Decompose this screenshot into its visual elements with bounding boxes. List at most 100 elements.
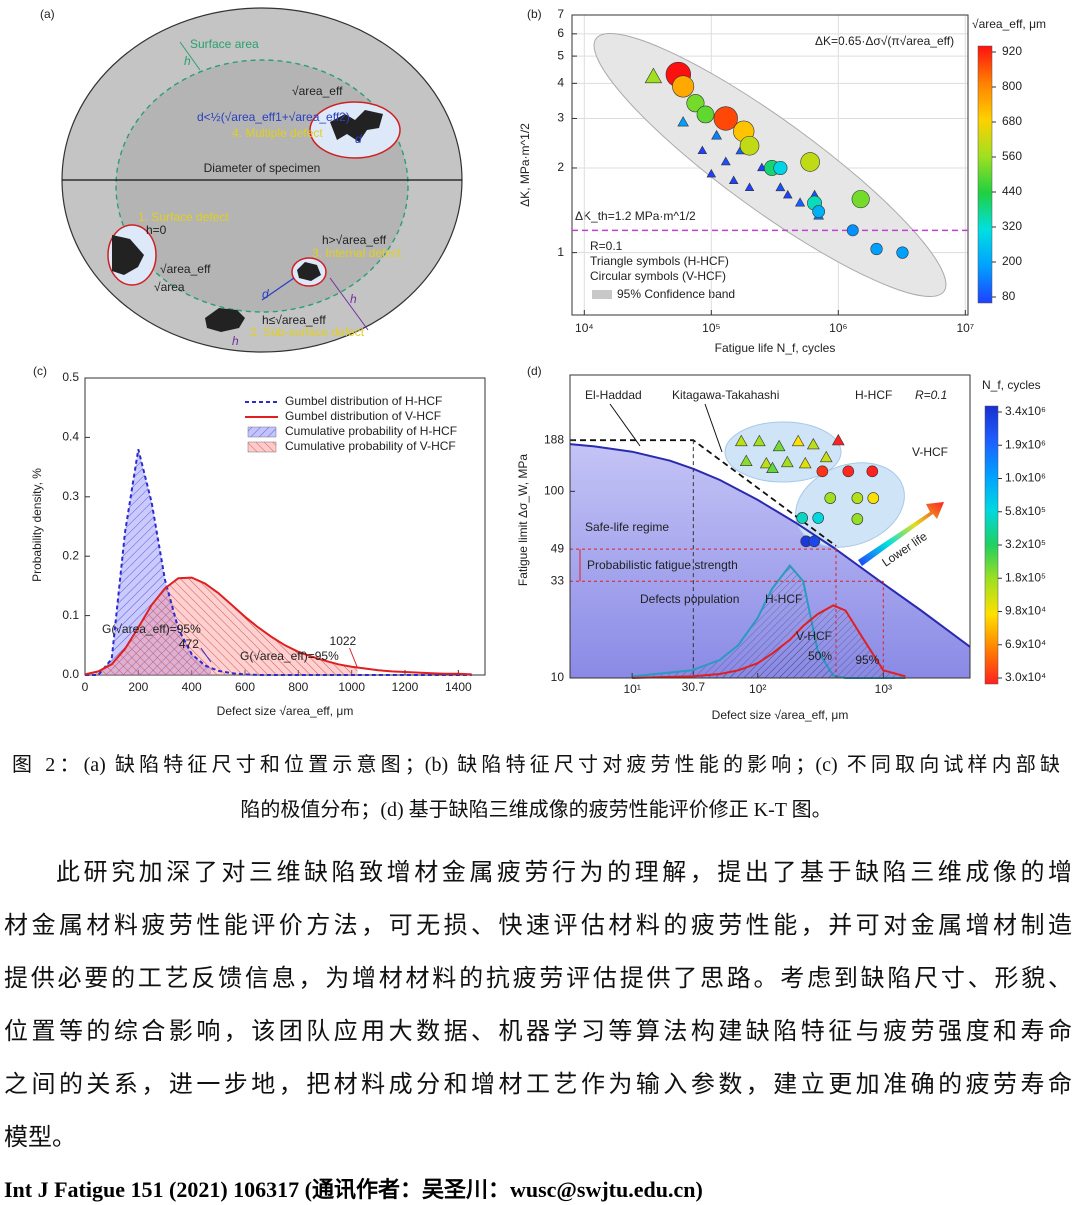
colorbar <box>977 45 993 304</box>
panel-label: (d) <box>527 364 542 378</box>
colorbar-title: √area_eff, μm <box>972 17 1046 31</box>
defect <box>205 308 245 332</box>
triangle-point <box>798 456 812 469</box>
y-tick-label: 6 <box>557 26 564 40</box>
triangle-point <box>780 455 794 468</box>
colorbar-tick-label: 80 <box>1002 289 1016 303</box>
y-tick-label: 0.4 <box>62 430 79 444</box>
circle-point <box>867 492 880 504</box>
legend-label: Gumbel distribution of H-HCF <box>285 394 442 408</box>
x-tick-label: 10⁷ <box>956 321 974 335</box>
reference: Int J Fatigue 151 (2021) 106317 (通讯作者：吴圣… <box>4 1177 703 1202</box>
label-arrow <box>704 403 723 453</box>
triangle-point <box>831 433 845 446</box>
defect <box>330 110 383 142</box>
h-arrow <box>179 41 201 71</box>
label: h <box>232 334 239 348</box>
triangle-point <box>819 450 833 463</box>
y-axis-label: Probability density, % <box>30 468 44 582</box>
note: Circular symbols (V-HCF) <box>590 269 726 283</box>
note: R=0.1 <box>590 239 623 253</box>
label: √area_eff <box>160 262 211 276</box>
x-tick-label: 1000 <box>338 680 365 694</box>
circle-point <box>808 535 821 548</box>
label: h>√area_eff <box>322 233 387 247</box>
x-tick-label: 10⁵ <box>702 321 720 335</box>
population-hatch <box>632 565 906 678</box>
circle-point <box>816 465 829 478</box>
x-tick-label: 10⁶ <box>829 321 847 335</box>
circle-point <box>870 242 883 256</box>
triangle-point <box>734 434 748 447</box>
strength-label: Probabilistic fatigue strength <box>587 558 738 572</box>
y-tick-label: 5 <box>557 48 564 62</box>
y-tick-label: 7 <box>557 7 564 21</box>
triangle-point <box>744 182 755 191</box>
legend-label: Cumulative probability of V-HCF <box>285 439 456 453</box>
triangle-point <box>806 437 820 450</box>
y-tick-label: 2 <box>557 160 564 174</box>
legend-label: Gumbel distribution of V-HCF <box>285 409 441 423</box>
y-tick-label: 1 <box>557 245 564 259</box>
triangle-point <box>794 197 806 207</box>
quantile-arrow <box>200 647 212 663</box>
y-tick-label: 0.0 <box>62 667 79 681</box>
quantile-value: 472 <box>179 637 199 651</box>
y-tick-label: 188 <box>544 432 564 446</box>
circle-point <box>896 246 909 259</box>
colorbar-tick-label: 1.0x10⁶ <box>1005 471 1046 485</box>
quantile-value: 1022 <box>330 634 357 648</box>
el-haddad-line <box>569 443 971 648</box>
label: √area_eff <box>292 84 343 98</box>
triangle-point <box>697 145 708 155</box>
population-hatch <box>632 605 906 678</box>
triangle-point <box>711 129 722 140</box>
triangle-point <box>757 162 767 172</box>
colorbar-tick-label: 3.0x10⁴ <box>1005 670 1046 684</box>
quantile-label: G(√area_eff)=95% <box>240 649 339 663</box>
x-tick-label: 0 <box>82 680 89 694</box>
label: √area <box>154 280 185 294</box>
y-tick-label: 100 <box>544 484 564 498</box>
band-swatch <box>592 290 612 299</box>
triangle-point <box>759 456 773 469</box>
caption-line: 陷的极值分布；(d) 基于缺陷三维成像的疲劳性能评价修正 K-T 图。 <box>240 799 832 821</box>
caption-line: 图 2：(a) 缺陷特征尺寸和位置示意图；(b) 缺陷特征尺寸对疲劳性能的影响；… <box>12 754 1060 776</box>
circle-point <box>800 152 820 172</box>
x-tick-label: 200 <box>128 680 148 694</box>
label: 4. Multiple defect <box>232 126 323 140</box>
triangle-point <box>766 461 779 474</box>
circle-point <box>846 224 859 237</box>
colorbar-tick-label: 440 <box>1002 184 1022 198</box>
colorbar-tick-label: 560 <box>1002 149 1022 163</box>
x-tick-label: 10³ <box>875 682 892 696</box>
legend-swatch <box>247 441 277 453</box>
y-tick-label: 0.3 <box>62 489 79 503</box>
x-tick-label: 600 <box>235 680 255 694</box>
paragraph-line: 之间的关系，进一步地，把材料成分和增材工艺作为输入参数，建立更加准确的疲劳寿命 <box>4 1072 1072 1098</box>
x-tick-label: 400 <box>182 680 202 694</box>
x-tick-label: 10⁴ <box>575 321 594 335</box>
strength-tick-label: 33 <box>551 573 565 587</box>
d-arrow <box>261 277 295 301</box>
defect <box>112 235 144 275</box>
quantile-label: 95% <box>855 653 879 667</box>
threshold-label: ΔK_th=1.2 MPa·m^1/2 <box>575 209 696 223</box>
triangle-point <box>783 189 793 199</box>
y-tick-label: 10 <box>551 670 565 684</box>
x-axis-label: Defect size √area_eff, μm <box>217 704 354 718</box>
colorbar-tick-label: 1.9x10⁶ <box>1005 437 1046 451</box>
colorbar-tick-label: 6.9x10⁴ <box>1005 637 1046 651</box>
circle-point <box>824 492 837 504</box>
circle-point <box>851 492 864 504</box>
circle-point <box>866 465 879 478</box>
triangle-point <box>728 175 739 184</box>
paragraph-line: 模型。 <box>4 1125 76 1151</box>
legend-swatch <box>247 426 277 438</box>
label: d<½(√area_eff1+√area_eff2) <box>197 110 350 124</box>
triangle-point <box>772 439 786 452</box>
plot-frame <box>571 14 969 316</box>
x-tick-label: 10² <box>749 682 766 696</box>
label: d <box>355 132 362 146</box>
circle-point <box>773 160 788 176</box>
